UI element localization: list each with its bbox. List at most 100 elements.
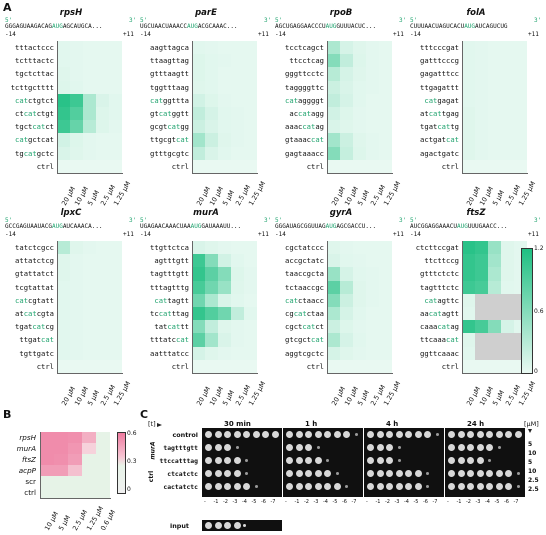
mrna-sequence: AGCUGAGGAACCCUAUGGUUUACUC... [275,23,377,30]
heatmap-cell [353,267,366,281]
colony-spot [448,470,455,477]
colony-spot [426,485,429,488]
dilution-label: -1 [213,499,219,505]
dilution-label: -4 [242,499,247,505]
heatmap-cell [366,241,379,255]
heatmap-cell [57,120,70,134]
time-label: 1 h [305,420,318,428]
heatmap-cell [57,293,70,307]
heatmap-cell [109,146,122,160]
gene-title: rpsH [59,8,83,18]
colony-spot [295,483,303,490]
heatmap-cell [353,293,366,307]
heatmap-cell [462,359,475,373]
heatmap-cell [501,293,514,307]
heatmap-cell [327,267,340,281]
panel-c-letter: C [140,408,149,421]
panel-b-cell [40,487,54,498]
dilution-label: -5 [413,499,419,505]
row-label: agactgatc [420,148,459,158]
colony-spot [252,431,260,438]
panel-b-cell [54,443,68,454]
heatmap-cell [244,293,257,307]
heatmap-cell [501,333,514,347]
heatmap-cell [109,80,122,94]
panel-b-cell [96,487,110,498]
dilution-label: -4 [323,499,328,505]
row-label: gggttcctc [285,69,324,79]
panel-b-cell [40,443,54,454]
colony-spot [467,444,474,451]
heatmap-cell [462,54,475,68]
plate-image [445,428,525,497]
heatmap-cell [327,80,340,94]
dilution-label: -6 [342,499,347,505]
heatmap-cell [231,120,244,134]
seq-end-label: +11 [393,31,404,38]
colony-spot [243,483,250,490]
colony-spot [495,483,503,490]
heatmap-cell [57,267,70,281]
heatmap-cell [231,293,244,307]
row-label: catggttta [150,95,189,105]
heatmap-cell [96,120,109,134]
row-label: gtttctctc [420,269,459,279]
row-label: tttagtttg [150,282,189,292]
heatmap-cell [366,93,379,107]
heatmap-cell [340,333,353,347]
heatmap-cell [218,307,231,321]
row-label: ttaagttag [150,56,189,66]
seq-end-label: +11 [123,231,134,238]
heatmap-cell [244,146,257,160]
heatmap-cell [488,107,501,121]
colony-spot [333,483,341,490]
heatmap-cell [192,120,205,134]
heatmap-cell [83,280,96,294]
heatmap-cell [83,41,96,55]
heatmap-cell [231,133,244,147]
heatmap-cell [353,159,366,173]
seq-start-label: -14 [410,231,421,238]
heatmap-cell [218,241,231,255]
heatmap-cell [83,346,96,360]
heatmap-cell [96,107,109,121]
colony-spot [497,446,501,449]
mrna-sequence: UGAGAACAAACUAAAUGGAUAAAUU... [140,223,242,230]
heatmap-cell [327,346,340,360]
heatmap-cell [83,93,96,107]
heatmap-cell [501,41,514,55]
heatmap-cell [475,146,488,160]
heatmap-cell [514,120,527,134]
time-label: 4 h [386,420,399,428]
heatmap-cell [231,54,244,68]
heatmap-cell [70,120,83,134]
mrna-sequence: AUCGGAGGAAACUAUGUUUGAACC... [410,223,508,230]
row-label: gtttaagtt [150,69,189,79]
row-label: attatctcg [15,256,54,266]
heatmap-cell [96,67,109,81]
heatmap-cell [231,359,244,373]
heatmap-cell [70,93,83,107]
heatmap-cell [231,67,244,81]
heatmap-cell [366,293,379,307]
heatmap-cell [231,307,244,321]
heatmap-cell [488,333,501,347]
heatmap-cell [57,307,70,321]
heatmap-cell [462,120,475,134]
row-label: agtttgtt [154,256,189,266]
heatmap-cell [57,280,70,294]
gene-title: murA [193,208,219,218]
colony-spot [305,444,312,451]
panel-b-colorbar [117,432,126,494]
colony-spot [457,483,465,490]
heatmap-cell [218,359,231,373]
heatmap-cell [192,280,205,294]
panel-b-cell [40,432,54,443]
panel-c: [t] [μM] 30 min - -1 -2 -3 -4 -5 -6 -7 1 h - -1 -2 -3… [140,420,546,535]
heatmap-cell [109,120,122,134]
heatmap-cell [218,120,231,134]
row-label: gagtaaacc [285,148,324,158]
colony-spot [386,444,393,451]
colony-spot [516,472,520,475]
heatmap-cell [501,93,514,107]
